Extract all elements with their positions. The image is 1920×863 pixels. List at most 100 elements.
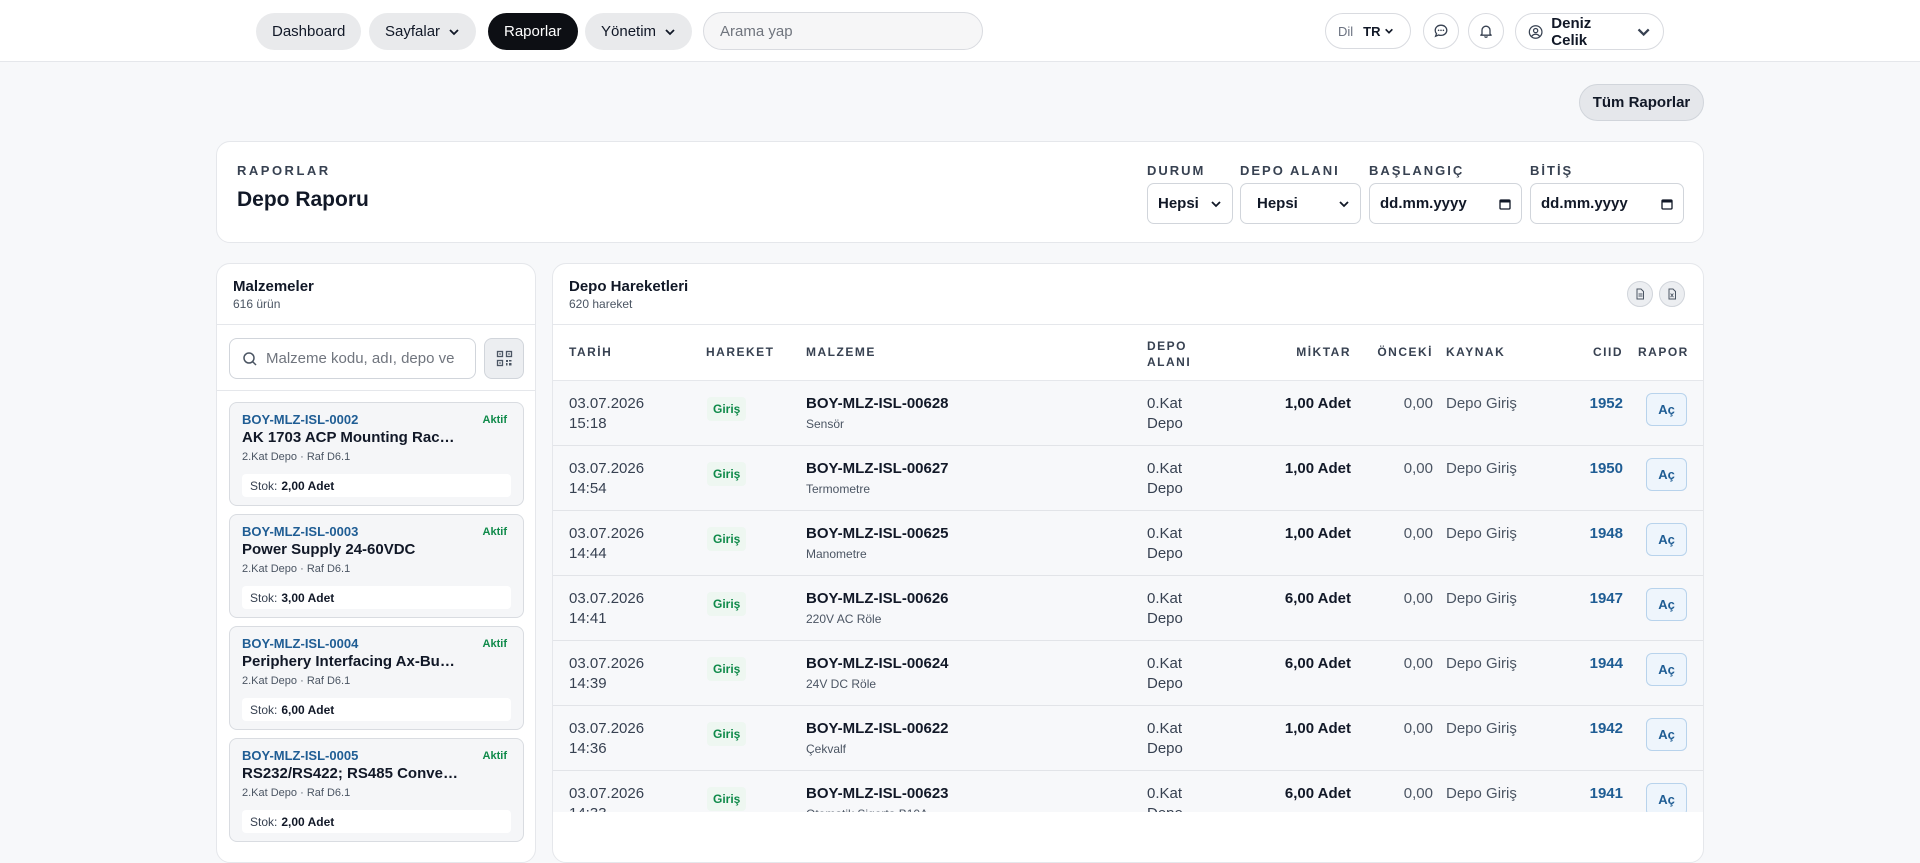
end-date-input[interactable]: dd.mm.yyyy (1530, 183, 1684, 224)
end-date-value: dd.mm.yyyy (1541, 195, 1628, 212)
row-material-name: Termometre (806, 482, 871, 496)
bell-icon (1480, 25, 1492, 38)
row-material-code: BOY-MLZ-ISL-00623 (806, 785, 949, 802)
row-area: 0.Kat Depo (1147, 460, 1183, 497)
global-search-input[interactable] (703, 12, 983, 50)
language-selector[interactable]: Dil TR (1325, 13, 1411, 49)
open-report-button[interactable]: Aç (1646, 653, 1687, 686)
row-quantity: 1,00 Adet (1284, 525, 1351, 542)
row-area: 0.Kat Depo (1147, 655, 1183, 692)
table-row: 03.07.2026 14:36 Giriş BOY-MLZ-ISL-00622 Ç… (553, 706, 1703, 771)
chevron-down-icon (1384, 28, 1393, 34)
material-location: 2.Kat Depo · Raf D6.1 (242, 787, 351, 799)
section-eyebrow: RAPORLAR (237, 163, 331, 178)
row-ciid-link[interactable]: 1948 (1589, 525, 1623, 542)
open-report-button[interactable]: Aç (1646, 588, 1687, 621)
open-report-button[interactable]: Aç (1646, 458, 1687, 491)
status-filter-label: DURUM (1147, 163, 1206, 178)
row-ciid-link[interactable]: 1950 (1589, 460, 1623, 477)
row-ciid-link[interactable]: 1941 (1589, 785, 1623, 802)
materials-title: Malzemeler (233, 278, 314, 295)
material-name: Periphery Interfacing Ax-Bus … (242, 653, 462, 670)
material-code: BOY-MLZ-ISL-0003 (242, 524, 359, 539)
chevron-down-icon (665, 28, 675, 35)
material-card[interactable]: BOY-MLZ-ISL-0004 Aktif Periphery Interfa… (229, 626, 524, 730)
status-filter-value: Hepsi (1158, 195, 1199, 212)
status-badge: Aktif (482, 638, 507, 650)
row-datetime: 03.07.2026 14:54 (569, 459, 659, 499)
row-quantity: 1,00 Adet (1284, 720, 1351, 737)
row-ciid-link[interactable]: 1942 (1589, 720, 1623, 737)
material-stock: Stok: 3,00 Adet (242, 586, 511, 609)
row-material-code: BOY-MLZ-ISL-00626 (806, 590, 949, 607)
notifications-button[interactable] (1468, 13, 1504, 49)
material-card[interactable]: BOY-MLZ-ISL-0002 Aktif AK 1703 ACP Mount… (229, 402, 524, 506)
row-source: Depo Giriş (1446, 655, 1517, 672)
language-label: Dil (1338, 23, 1354, 39)
export-excel-button[interactable] (1659, 281, 1685, 307)
row-quantity: 6,00 Adet (1284, 785, 1351, 802)
stock-value: 2,00 Adet (281, 814, 335, 829)
nav-management-dropdown[interactable]: Yönetim (585, 13, 693, 50)
open-report-button[interactable]: Aç (1646, 393, 1687, 426)
start-date-input[interactable]: dd.mm.yyyy (1369, 183, 1522, 224)
open-report-button[interactable]: Aç (1646, 783, 1687, 812)
row-ciid-link[interactable]: 1944 (1589, 655, 1623, 672)
row-date: 03.07.2026 (569, 720, 645, 737)
table-row: 03.07.2026 14:41 Giriş BOY-MLZ-ISL-00626 2… (553, 576, 1703, 641)
nav-dashboard[interactable]: Dashboard (256, 13, 362, 50)
row-time: 15:18 (569, 415, 607, 432)
row-material: BOY-MLZ-ISL-00627 Termometre (806, 459, 949, 499)
row-datetime: 03.07.2026 14:44 (569, 524, 659, 564)
row-previous: 0,00 (1403, 655, 1433, 672)
material-card[interactable]: BOY-MLZ-ISL-0003 Aktif Power Supply 24-6… (229, 514, 524, 618)
material-name: RS232/RS422; RS485 Conver… (242, 765, 462, 782)
material-location: 2.Kat Depo · Raf D6.1 (242, 675, 351, 687)
table-header: TARİH HAREKET MALZEME DEPO ALANI MİKTAR … (553, 324, 1703, 381)
area-filter-select[interactable]: Hepsi (1240, 183, 1361, 224)
qr-scan-button[interactable] (484, 338, 524, 379)
row-material-name: Çekvalf (806, 742, 847, 756)
movement-type: Giriş (707, 787, 747, 811)
export-pdf-button[interactable] (1627, 281, 1653, 307)
material-name: AK 1703 ACP Mounting Rack 9… (242, 429, 462, 446)
open-report-button[interactable]: Aç (1646, 718, 1687, 751)
material-search-input[interactable]: Malzeme kodu, adı, depo ve (229, 338, 476, 379)
all-reports-button[interactable]: Tüm Raporlar (1579, 84, 1704, 121)
row-ciid-link[interactable]: 1947 (1589, 590, 1623, 607)
movement-type: Giriş (707, 397, 747, 421)
stock-value: 2,00 Adet (281, 478, 335, 493)
row-source: Depo Giriş (1446, 525, 1517, 542)
qr-code-icon (496, 350, 512, 367)
spreadsheet-icon (1668, 288, 1676, 300)
column-header-movement: HAREKET (706, 345, 775, 359)
movement-type-badge: Giriş (707, 722, 747, 746)
movement-type: Giriş (707, 592, 747, 616)
messages-button[interactable] (1423, 13, 1459, 49)
material-card[interactable]: BOY-MLZ-ISL-0005 Aktif RS232/RS422; RS48… (229, 738, 524, 842)
start-date-value: dd.mm.yyyy (1380, 195, 1467, 212)
nav-reports[interactable]: Raporlar (488, 13, 578, 50)
nav-pages-dropdown[interactable]: Sayfalar (369, 13, 477, 50)
movements-title: Depo Hareketleri (569, 278, 689, 295)
row-material: BOY-MLZ-ISL-00628 Sensör (806, 394, 949, 434)
movements-table-body: 03.07.2026 15:18 Giriş BOY-MLZ-ISL-00628 S… (553, 381, 1703, 812)
materials-count: 616 ürün (233, 297, 281, 311)
material-code: BOY-MLZ-ISL-0004 (242, 636, 359, 651)
row-ciid-link[interactable]: 1952 (1589, 395, 1623, 412)
row-area: 0.Kat Depo (1147, 395, 1183, 432)
row-area: 0.Kat Depo (1147, 525, 1183, 562)
status-filter-select[interactable]: Hepsi (1147, 183, 1233, 224)
row-material-code: BOY-MLZ-ISL-00624 (806, 655, 949, 672)
stock-label: Stok: (250, 814, 278, 829)
user-name: Deniz Celik (1551, 14, 1592, 49)
chat-bubble-icon (1434, 24, 1448, 38)
row-date: 03.07.2026 (569, 590, 645, 607)
open-report-button[interactable]: Aç (1646, 523, 1687, 556)
user-menu[interactable]: Deniz Celik (1515, 13, 1664, 50)
material-code: BOY-MLZ-ISL-0005 (242, 748, 359, 763)
row-datetime: 03.07.2026 14:33 (569, 784, 659, 812)
row-date: 03.07.2026 (569, 525, 645, 542)
row-material-code: BOY-MLZ-ISL-00622 (806, 720, 949, 737)
movements-panel: Depo Hareketleri 620 hareket TARİH HAREK… (552, 263, 1704, 863)
